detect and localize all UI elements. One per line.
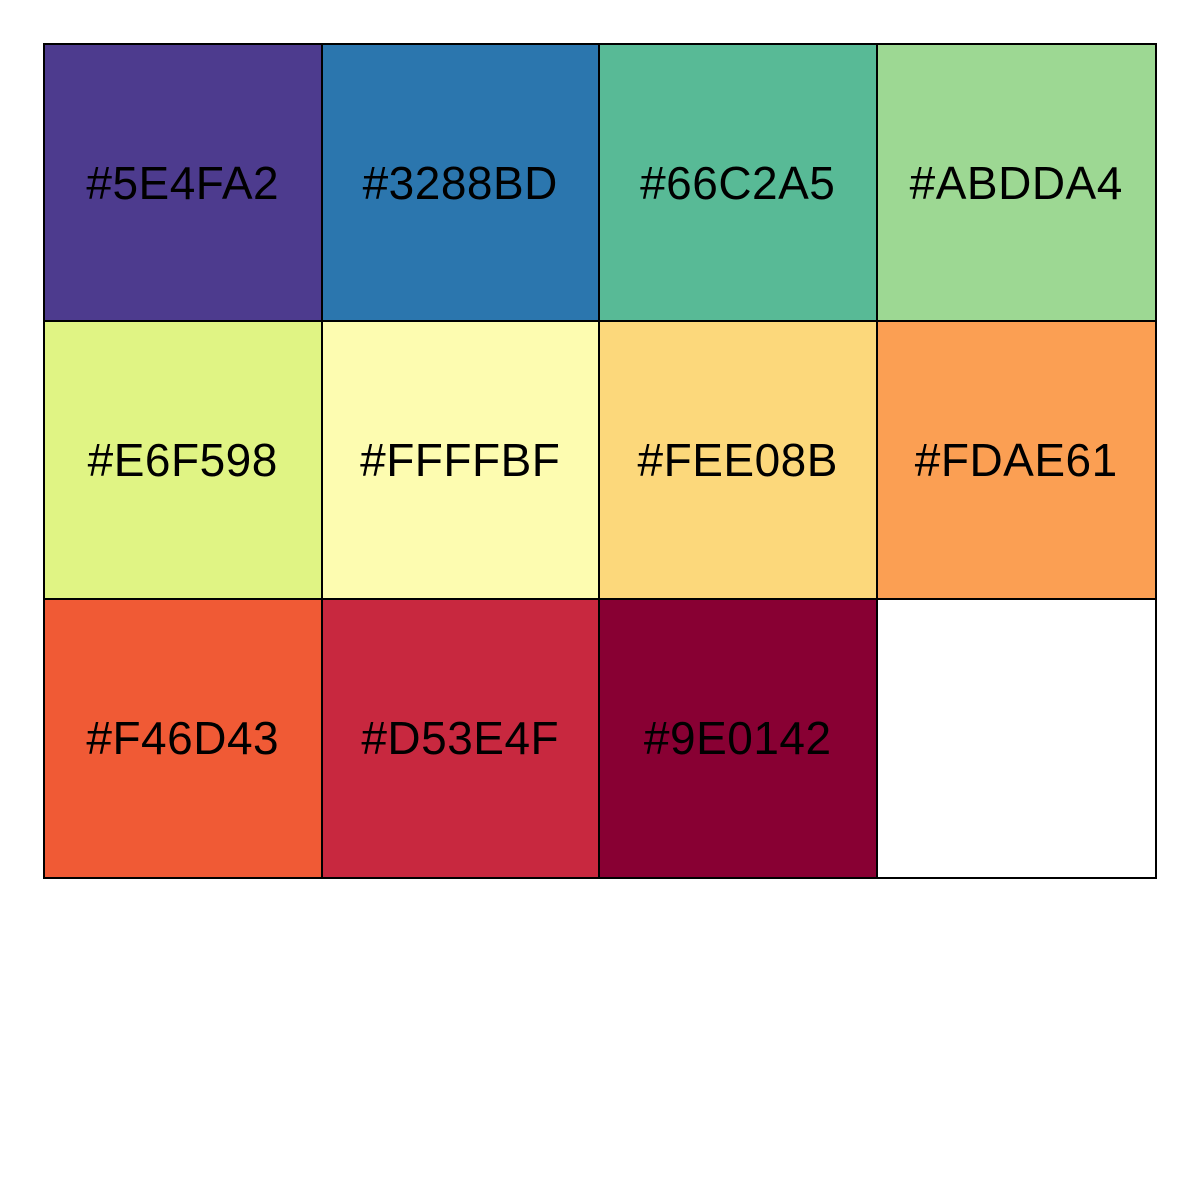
swatch-hex-label: #D53E4F xyxy=(361,712,560,765)
swatch-hex-label: #3288BD xyxy=(362,156,558,209)
color-swatch: #ABDDA4 xyxy=(877,45,1155,323)
color-swatch: #66C2A5 xyxy=(600,45,878,323)
swatch-hex-label: #FEE08B xyxy=(637,433,838,486)
swatch-hex-label: #E6F598 xyxy=(87,433,278,486)
color-swatch: #FDAE61 xyxy=(877,322,1155,600)
swatch-hex-label: #FFFFBF xyxy=(360,433,561,486)
swatch-hex-label: #ABDDA4 xyxy=(909,156,1123,209)
swatch-hex-label: #5E4FA2 xyxy=(86,156,280,209)
swatch-hex-label: #FDAE61 xyxy=(914,433,1118,486)
color-swatch: #3288BD xyxy=(322,45,600,323)
swatch-hex-label: #F46D43 xyxy=(86,712,280,765)
color-swatch: #5E4FA2 xyxy=(45,45,323,323)
swatch-hex-label: #9E0142 xyxy=(643,712,832,765)
color-swatch: #D53E4F xyxy=(322,599,600,877)
color-swatch: #FFFFBF xyxy=(322,322,600,600)
color-swatch: #E6F598 xyxy=(45,322,323,600)
color-swatch: #9E0142 xyxy=(600,599,878,877)
color-swatch: #FEE08B xyxy=(600,322,878,600)
palette-grid: #5E4FA2 #3288BD #66C2A5 #ABDDA4 #E6F598 … xyxy=(43,43,1157,879)
swatch-hex-label: #66C2A5 xyxy=(640,156,836,209)
empty-swatch xyxy=(877,599,1155,877)
color-swatch: #F46D43 xyxy=(45,599,323,877)
